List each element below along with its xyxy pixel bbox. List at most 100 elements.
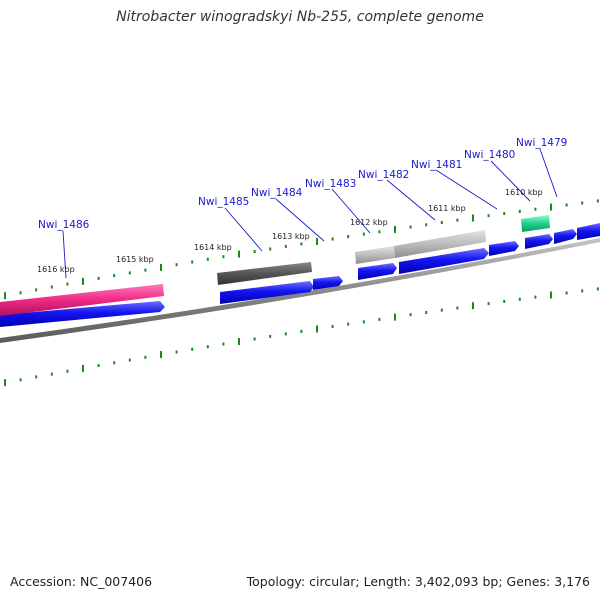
scale-labels: 1616 kbp 1615 kbp 1614 kbp 1613 kbp 1612… <box>37 188 543 274</box>
minor-tick <box>565 203 568 207</box>
minor-tick <box>113 274 116 278</box>
major-tick <box>82 277 84 285</box>
gene-arrow[interactable] <box>577 223 600 240</box>
minor-tick <box>35 288 38 292</box>
major-tick <box>394 225 396 233</box>
gene-arrow[interactable] <box>399 248 489 274</box>
gene-arrow[interactable] <box>358 263 397 280</box>
minor-tick <box>175 263 178 267</box>
gene-label[interactable]: Nwi_1480 <box>464 149 515 161</box>
major-tick <box>4 292 6 300</box>
minor-tick <box>425 223 428 227</box>
label-leaders <box>62 148 558 279</box>
green-feature-bar[interactable] <box>521 215 550 232</box>
minor-tick <box>347 322 350 326</box>
minor-tick <box>66 282 69 286</box>
minor-tick <box>269 334 272 338</box>
minor-tick <box>284 332 287 336</box>
minor-tick <box>409 225 412 229</box>
minor-tick <box>581 289 584 293</box>
gene-label[interactable]: Nwi_1483 <box>305 178 356 190</box>
minor-tick <box>456 306 459 310</box>
major-tick <box>550 291 552 299</box>
gene-arrow[interactable] <box>220 281 314 304</box>
kbp-label: 1615 kbp <box>116 255 154 264</box>
light-gray-feature-bar[interactable] <box>355 246 395 264</box>
minor-tick <box>518 297 521 301</box>
leader-line <box>224 207 263 252</box>
minor-tick <box>269 247 272 251</box>
minor-tick <box>206 345 209 349</box>
map-title: Nitrobacter winogradskyi Nb-255, complet… <box>116 9 484 25</box>
minor-tick <box>378 230 381 234</box>
genome-summary-text: Topology: circular; Length: 3,402,093 bp… <box>246 574 590 589</box>
minor-tick <box>581 201 584 205</box>
minor-tick <box>440 308 443 312</box>
minor-tick <box>66 369 69 373</box>
minor-tick <box>331 237 334 241</box>
minor-tick <box>128 271 131 275</box>
leader-line <box>275 198 325 242</box>
gene-arrow[interactable] <box>489 241 519 256</box>
gene-label[interactable]: Nwi_1486 <box>38 219 90 231</box>
chromosome-backbone <box>0 238 600 343</box>
gene-labels: Nwi_1486 Nwi_1485 Nwi_1484 Nwi_1483 Nwi_… <box>38 137 567 231</box>
minor-tick <box>222 342 225 346</box>
gene-arrow[interactable] <box>313 276 343 290</box>
gene-label[interactable]: Nwi_1484 <box>251 187 303 199</box>
gene-arrow[interactable] <box>0 301 165 327</box>
leader-line <box>386 179 436 221</box>
minor-tick <box>206 257 209 261</box>
accession-text: Accession: NC_007406 <box>10 574 153 589</box>
minor-tick <box>487 302 490 306</box>
dark-gray-feature-bar[interactable] <box>217 262 312 285</box>
major-tick <box>160 351 162 359</box>
major-tick <box>550 203 552 211</box>
gene-label[interactable]: Nwi_1485 <box>198 196 249 208</box>
minor-tick <box>503 299 506 303</box>
minor-tick <box>487 214 490 218</box>
minor-tick <box>347 235 350 239</box>
gene-arrow[interactable] <box>525 234 553 249</box>
minor-tick <box>191 347 194 351</box>
minor-tick <box>300 329 303 333</box>
minor-tick <box>35 375 38 379</box>
pink-feature-bar[interactable] <box>0 284 164 316</box>
minor-tick <box>50 372 53 376</box>
kbp-label: 1616 kbp <box>37 265 75 274</box>
major-tick <box>238 338 240 345</box>
minor-tick <box>222 255 225 259</box>
minor-tick <box>253 250 256 253</box>
minor-tick <box>253 337 256 341</box>
gene-label[interactable]: Nwi_1482 <box>358 169 409 181</box>
light-gray-feature-bar[interactable] <box>394 230 486 258</box>
forward-genes <box>0 223 600 327</box>
leader-line <box>490 160 531 202</box>
minor-tick <box>97 276 100 280</box>
gene-label[interactable]: Nwi_1479 <box>516 137 567 149</box>
minor-tick <box>284 244 287 248</box>
leader-line <box>62 230 67 279</box>
minor-tick <box>596 287 599 291</box>
minor-tick <box>534 207 537 211</box>
gene-arrow[interactable] <box>554 229 577 244</box>
minor-tick <box>596 199 599 203</box>
gene-label[interactable]: Nwi_1481 <box>411 159 462 171</box>
major-tick <box>472 302 474 310</box>
major-tick <box>82 364 84 372</box>
minor-tick <box>425 311 428 314</box>
major-tick <box>238 250 240 258</box>
minor-tick <box>19 291 22 295</box>
kbp-label: 1613 kbp <box>272 232 310 241</box>
minor-tick <box>565 291 568 295</box>
minor-tick <box>331 325 334 328</box>
minor-tick <box>300 242 303 246</box>
minor-tick <box>175 350 178 354</box>
minor-tick <box>409 313 412 317</box>
outer-scale-ticks <box>4 199 599 300</box>
minor-tick <box>50 285 53 289</box>
kbp-label: 1614 kbp <box>194 243 232 252</box>
major-tick <box>160 263 162 271</box>
kbp-label: 1612 kbp <box>350 218 388 227</box>
leader-line <box>539 148 558 198</box>
